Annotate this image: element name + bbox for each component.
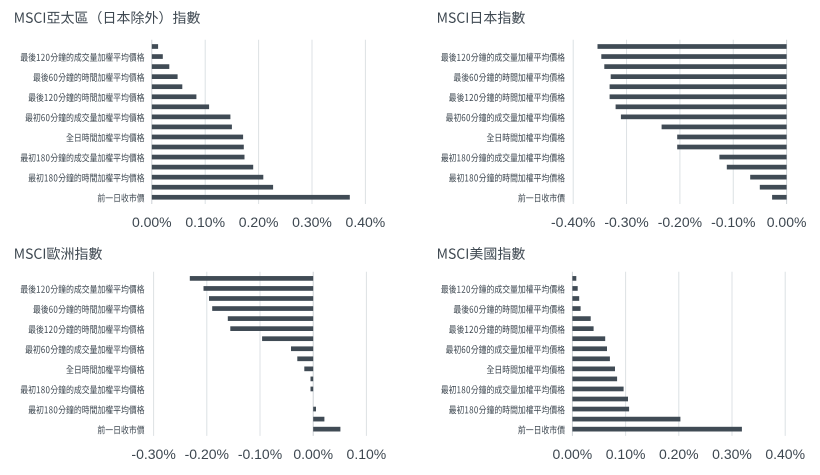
svg-text:0.10%: 0.10% <box>606 446 646 462</box>
svg-text:0.10%: 0.10% <box>185 214 225 230</box>
svg-text:-0.40%: -0.40% <box>551 214 595 230</box>
svg-text:0.40%: 0.40% <box>346 214 386 230</box>
svg-text:0.40%: 0.40% <box>765 446 805 462</box>
svg-text:0.30%: 0.30% <box>712 446 752 462</box>
svg-text:-0.10%: -0.10% <box>711 214 755 230</box>
svg-text:0.00%: 0.00% <box>553 446 593 462</box>
svg-text:0.20%: 0.20% <box>239 214 279 230</box>
svg-text:-0.30%: -0.30% <box>604 214 648 230</box>
svg-text:0.00%: 0.00% <box>767 214 807 230</box>
svg-text:0.30%: 0.30% <box>292 214 332 230</box>
svg-text:0.20%: 0.20% <box>659 446 699 462</box>
svg-text:-0.10%: -0.10% <box>238 446 282 462</box>
svg-text:-0.20%: -0.20% <box>185 446 229 462</box>
svg-text:0.10%: 0.10% <box>347 446 387 462</box>
svg-text:-0.30%: -0.30% <box>131 446 175 462</box>
svg-text:-0.20%: -0.20% <box>658 214 702 230</box>
svg-text:0.00%: 0.00% <box>293 446 333 462</box>
svg-text:0.00%: 0.00% <box>132 214 172 230</box>
